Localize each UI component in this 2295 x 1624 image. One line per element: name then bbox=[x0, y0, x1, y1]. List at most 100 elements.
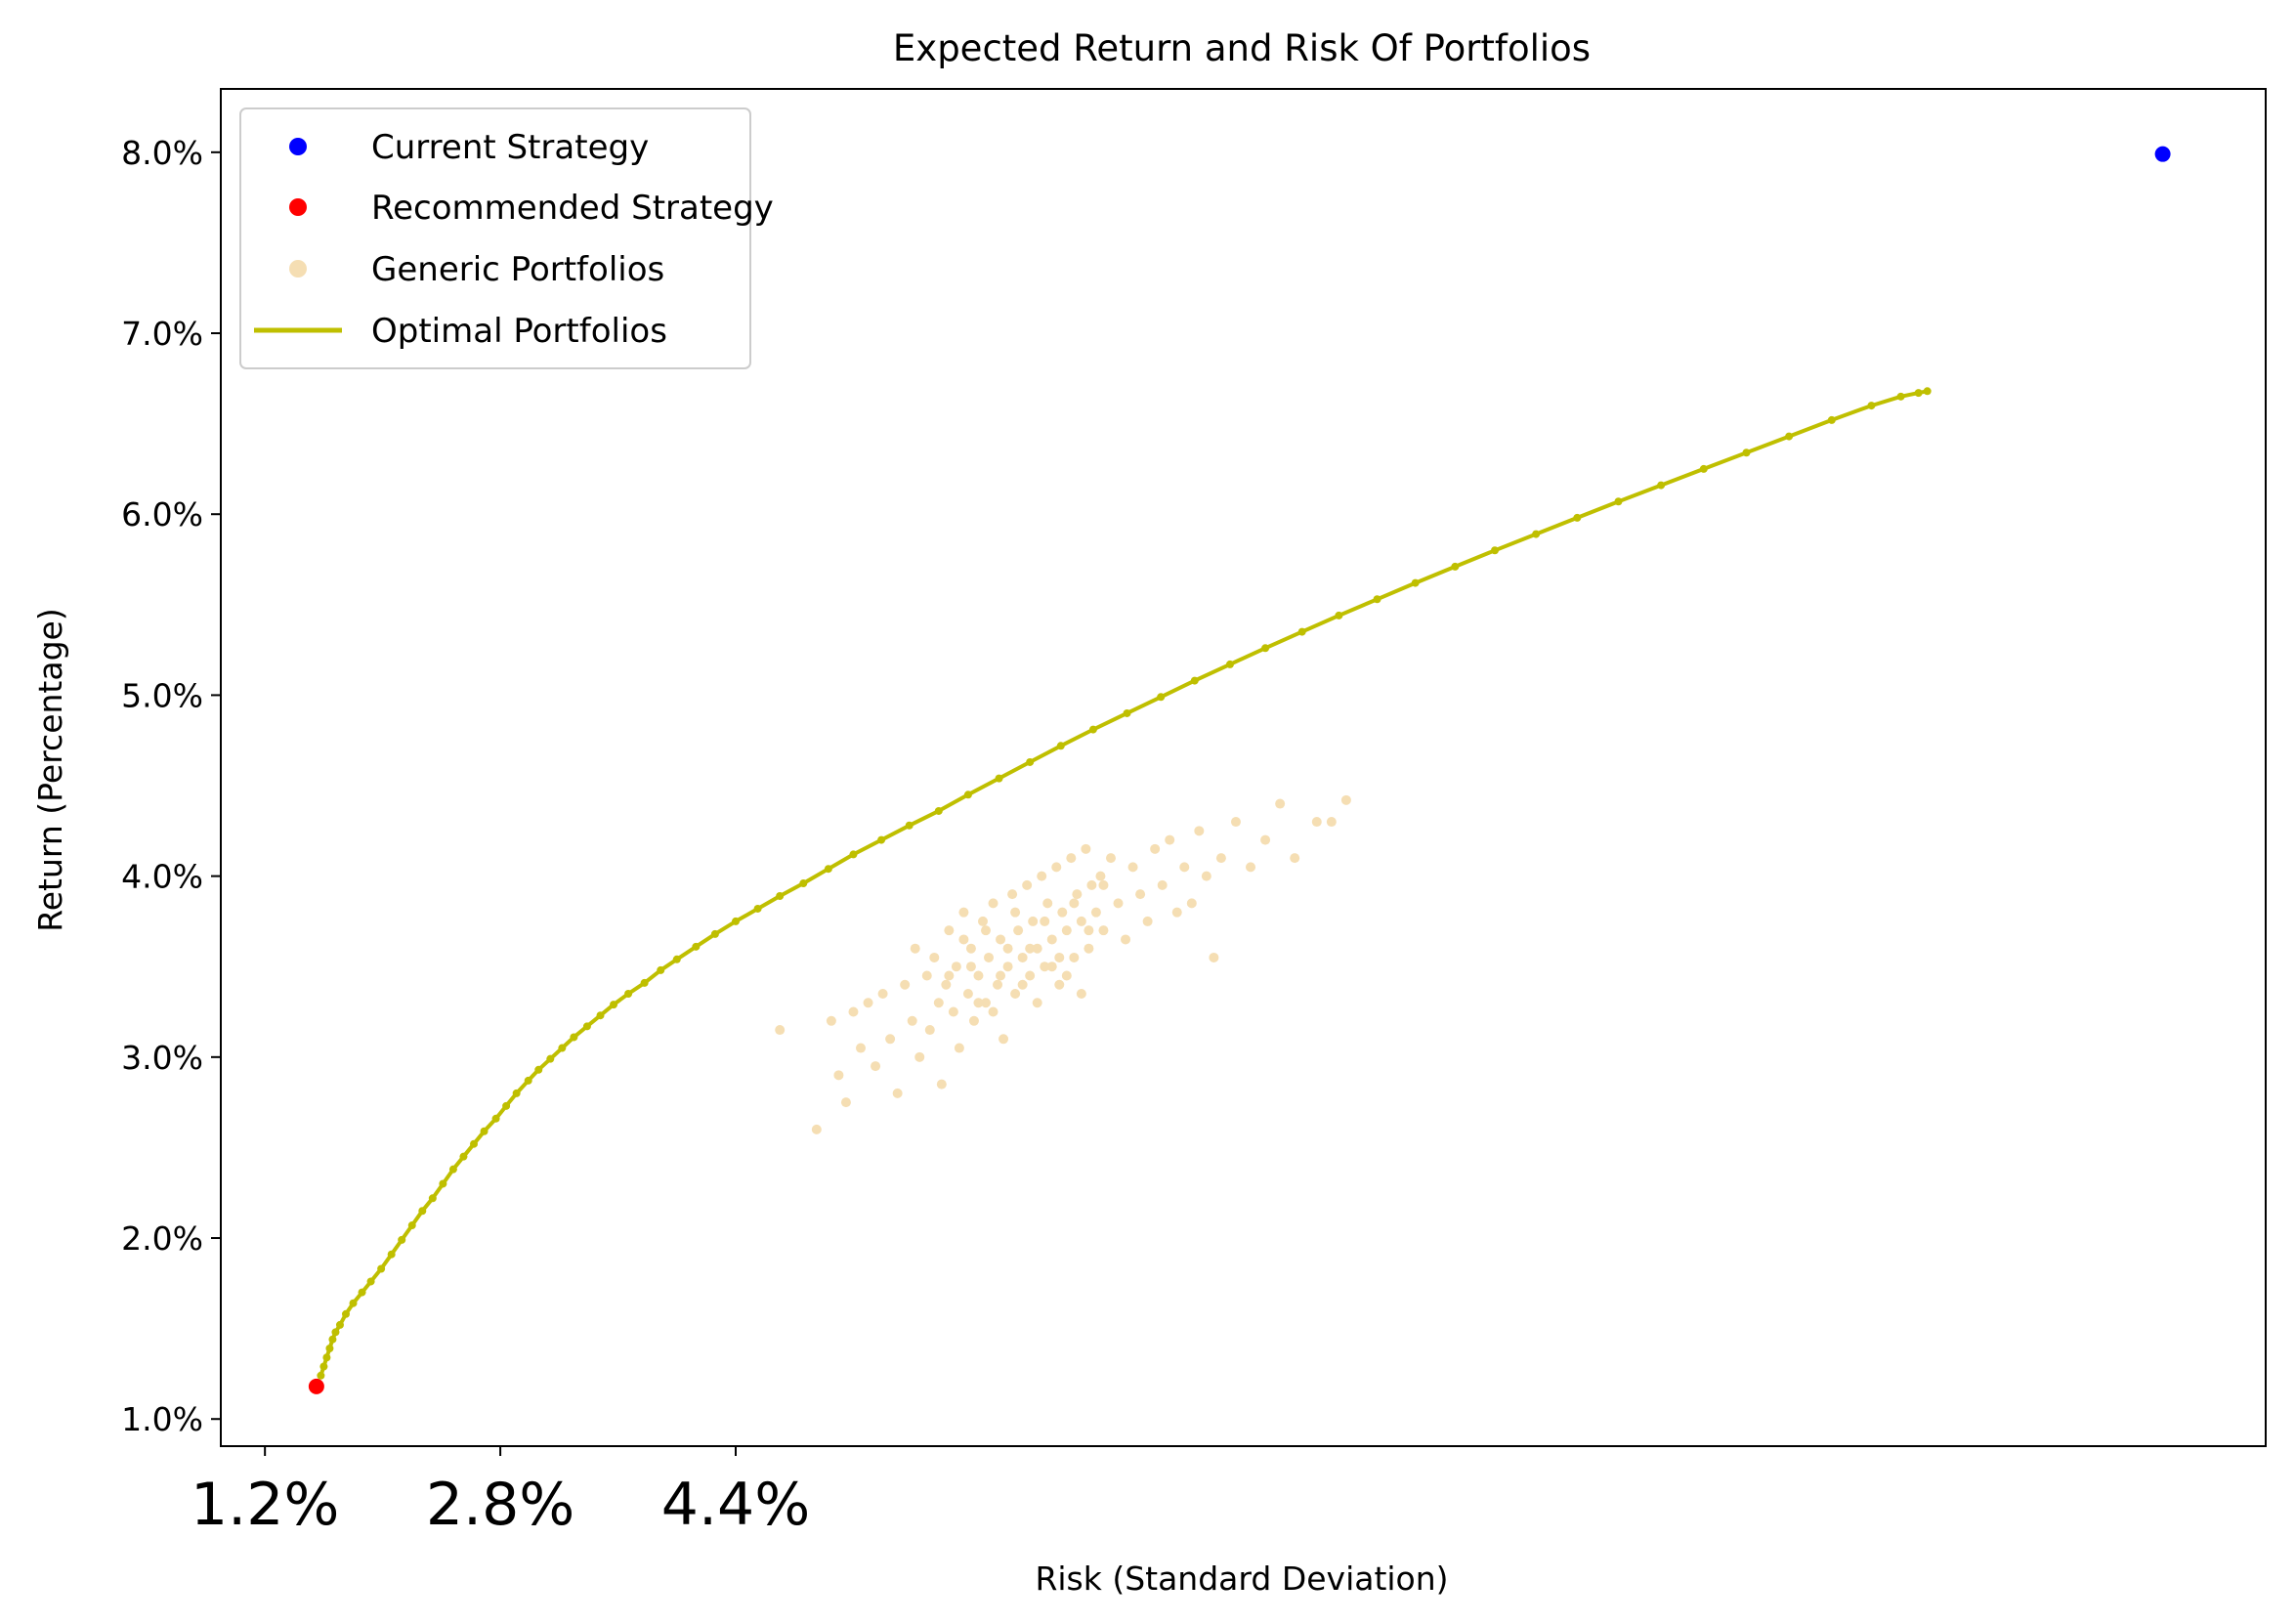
point-generic-portfolios bbox=[988, 1006, 999, 1017]
point-generic-portfolios bbox=[863, 998, 873, 1008]
point-optimal-portfolios bbox=[558, 1044, 567, 1052]
point-optimal-portfolios bbox=[459, 1152, 468, 1161]
point-generic-portfolios bbox=[1040, 916, 1050, 926]
x-tick-label: 4.4% bbox=[661, 1471, 810, 1539]
point-optimal-portfolios bbox=[1373, 595, 1381, 604]
point-generic-portfolios bbox=[1095, 871, 1106, 881]
point-generic-portfolios bbox=[1179, 862, 1190, 873]
point-generic-portfolios bbox=[1105, 853, 1116, 864]
point-generic-portfolios bbox=[1084, 943, 1094, 954]
point-generic-portfolios bbox=[1061, 925, 1072, 936]
point-generic-portfolios bbox=[1042, 898, 1053, 909]
point-generic-portfolios bbox=[910, 943, 920, 954]
point-generic-portfolios bbox=[965, 943, 976, 954]
point-optimal-portfolios bbox=[387, 1250, 396, 1259]
point-generic-portfolios bbox=[1002, 962, 1013, 972]
point-generic-portfolios bbox=[885, 1034, 896, 1045]
point-generic-portfolios bbox=[1113, 898, 1124, 909]
point-optimal-portfolios bbox=[582, 1022, 591, 1031]
point-optimal-portfolios bbox=[349, 1299, 358, 1307]
point-generic-portfolios bbox=[1028, 916, 1039, 926]
point-generic-portfolios bbox=[1194, 826, 1205, 836]
point-generic-portfolios bbox=[1086, 879, 1097, 890]
point-generic-portfolios bbox=[1246, 862, 1256, 873]
point-optimal-portfolios bbox=[753, 904, 762, 913]
point-optimal-portfolios bbox=[377, 1264, 386, 1273]
point-optimal-portfolios bbox=[570, 1033, 578, 1042]
point-generic-portfolios bbox=[962, 989, 973, 999]
point-optimal-portfolios bbox=[418, 1207, 427, 1216]
point-generic-portfolios bbox=[988, 898, 999, 909]
point-optimal-portfolios bbox=[596, 1011, 605, 1020]
x-tick-label: 2.8% bbox=[426, 1471, 574, 1539]
point-generic-portfolios bbox=[1061, 970, 1072, 981]
legend-item-recommended-strategy: Recommended Strategy bbox=[289, 189, 774, 228]
point-optimal-portfolios bbox=[610, 1001, 618, 1009]
point-generic-portfolios bbox=[1142, 916, 1153, 926]
point-generic-portfolios bbox=[965, 962, 976, 972]
point-generic-portfolios bbox=[1081, 843, 1091, 854]
point-generic-portfolios bbox=[996, 934, 1006, 945]
y-tick-label: 7.0% bbox=[121, 315, 203, 353]
point-optimal-portfolios bbox=[502, 1101, 511, 1110]
point-generic-portfolios bbox=[984, 952, 995, 962]
point-optimal-portfolios bbox=[1088, 725, 1097, 734]
point-optimal-portfolios bbox=[1867, 402, 1876, 410]
point-generic-portfolios bbox=[1032, 943, 1042, 954]
point-optimal-portfolios bbox=[1827, 415, 1836, 424]
point-generic-portfolios bbox=[775, 1025, 786, 1036]
point-generic-portfolios bbox=[1090, 907, 1101, 918]
point-optimal-portfolios bbox=[366, 1277, 375, 1286]
point-optimal-portfolios bbox=[1923, 387, 1932, 396]
point-generic-portfolios bbox=[944, 970, 955, 981]
point-generic-portfolios bbox=[1066, 853, 1077, 864]
point-optimal-portfolios bbox=[491, 1114, 500, 1123]
point-generic-portfolios bbox=[951, 962, 961, 972]
point-optimal-portfolios bbox=[1190, 676, 1199, 685]
y-tick-label: 1.0% bbox=[121, 1400, 203, 1438]
point-generic-portfolios bbox=[1010, 907, 1021, 918]
point-generic-portfolios bbox=[1230, 817, 1241, 828]
y-tick-label: 6.0% bbox=[121, 495, 203, 534]
point-generic-portfolios bbox=[1072, 889, 1083, 900]
point-generic-portfolios bbox=[1069, 952, 1080, 962]
point-optimal-portfolios bbox=[1225, 660, 1234, 668]
point-optimal-portfolios bbox=[1896, 392, 1905, 401]
point-generic-portfolios bbox=[1017, 952, 1028, 962]
point-generic-portfolios bbox=[826, 1015, 836, 1026]
point-generic-portfolios bbox=[848, 1006, 859, 1017]
point-optimal-portfolios bbox=[1123, 708, 1131, 717]
legend-box bbox=[239, 107, 751, 369]
point-generic-portfolios bbox=[900, 979, 911, 990]
point-generic-portfolios bbox=[1215, 853, 1226, 864]
point-optimal-portfolios bbox=[1532, 530, 1541, 538]
y-tick-label: 2.0% bbox=[121, 1219, 203, 1258]
point-generic-portfolios bbox=[1017, 979, 1028, 990]
point-generic-portfolios bbox=[914, 1051, 925, 1062]
point-optimal-portfolios bbox=[480, 1127, 489, 1135]
point-generic-portfolios bbox=[924, 1025, 935, 1036]
point-current-strategy bbox=[2154, 146, 2171, 162]
point-generic-portfolios bbox=[1157, 879, 1168, 890]
point-generic-portfolios bbox=[1057, 907, 1068, 918]
point-optimal-portfolios bbox=[640, 978, 649, 987]
legend-label-current-strategy: Current Strategy bbox=[371, 128, 649, 167]
point-optimal-portfolios bbox=[824, 865, 832, 874]
point-generic-portfolios bbox=[1025, 970, 1036, 981]
point-generic-portfolios bbox=[1076, 989, 1086, 999]
point-generic-portfolios bbox=[1010, 989, 1021, 999]
point-optimal-portfolios bbox=[1742, 449, 1751, 457]
point-generic-portfolios bbox=[1209, 952, 1219, 962]
point-optimal-portfolios bbox=[657, 965, 665, 974]
point-optimal-portfolios bbox=[849, 850, 858, 859]
point-optimal-portfolios bbox=[624, 990, 633, 998]
point-optimal-portfolios bbox=[341, 1309, 350, 1318]
y-tick-label: 8.0% bbox=[121, 134, 203, 172]
legend-label-optimal-portfolios: Optimal Portfolios bbox=[371, 312, 667, 351]
point-generic-portfolios bbox=[871, 1061, 881, 1072]
legend-marker-current-strategy bbox=[289, 138, 307, 155]
point-generic-portfolios bbox=[833, 1070, 844, 1081]
point-recommended-strategy bbox=[308, 1378, 324, 1394]
point-generic-portfolios bbox=[941, 979, 952, 990]
